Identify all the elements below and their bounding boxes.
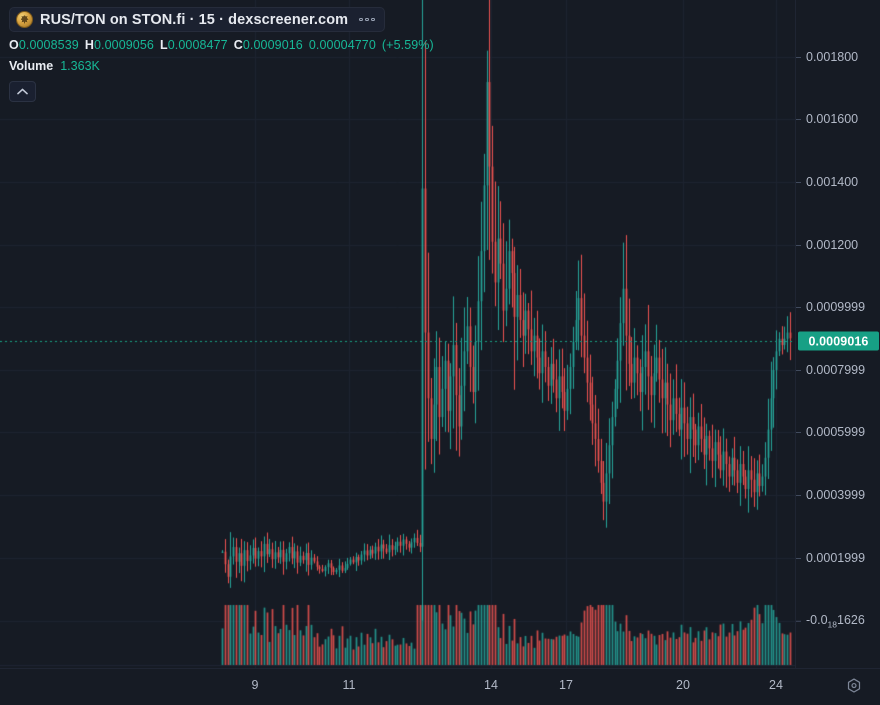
price-tick-dash: [796, 307, 801, 308]
price-tick: 0.0003999: [796, 488, 880, 502]
more-options-icon[interactable]: [359, 17, 375, 22]
collapse-pane-button[interactable]: [9, 81, 36, 102]
price-tick-subscript: 18: [827, 619, 838, 630]
price-tick: 0.001600: [796, 112, 880, 126]
time-tick: 9: [251, 678, 259, 692]
time-tick: 20: [676, 678, 690, 692]
price-tick-dash: [796, 119, 801, 120]
price-tick: 0.0001999: [796, 551, 880, 565]
price-tick-dash: [796, 621, 801, 622]
price-tick-dash: [796, 57, 801, 58]
price-tick-dash: [796, 558, 801, 559]
price-tick: 0.001200: [796, 238, 880, 252]
price-tick: 0.0005999: [796, 425, 880, 439]
price-tick: 0.001400: [796, 175, 880, 189]
price-tick-dash: [796, 370, 801, 371]
price-tick-dash: [796, 245, 801, 246]
symbol-title-chip[interactable]: RUS/TON on STON.fi · 15 · dexscreener.co…: [9, 7, 385, 32]
time-tick: 24: [769, 678, 783, 692]
chart-title: RUS/TON on STON.fi · 15 · dexscreener.co…: [40, 11, 349, 28]
price-tick-dash: [796, 495, 801, 496]
coin-logo-icon: [16, 11, 33, 28]
price-tick-dash: [796, 182, 801, 183]
current-price-badge: 0.0009016: [798, 331, 879, 351]
price-tick: 0.0009999: [796, 300, 880, 314]
price-tick: 0.0007999: [796, 363, 880, 377]
time-scale[interactable]: 9 11 14 17 20 24: [0, 668, 880, 705]
time-tick: 11: [342, 678, 356, 692]
time-tick: 14: [484, 678, 498, 692]
price-tick-dash: [796, 432, 801, 433]
price-scale[interactable]: 0.001800 0.001600 0.001400 0.001200 0.000999…: [795, 0, 880, 668]
volume-series: [0, 0, 795, 668]
chevron-up-icon: [17, 88, 28, 95]
price-tick: -0.0181626: [796, 613, 880, 630]
gear-icon[interactable]: [845, 677, 863, 695]
time-tick: 17: [559, 678, 573, 692]
price-tick: 0.001800: [796, 50, 880, 64]
chart-plot-area[interactable]: [0, 0, 795, 668]
